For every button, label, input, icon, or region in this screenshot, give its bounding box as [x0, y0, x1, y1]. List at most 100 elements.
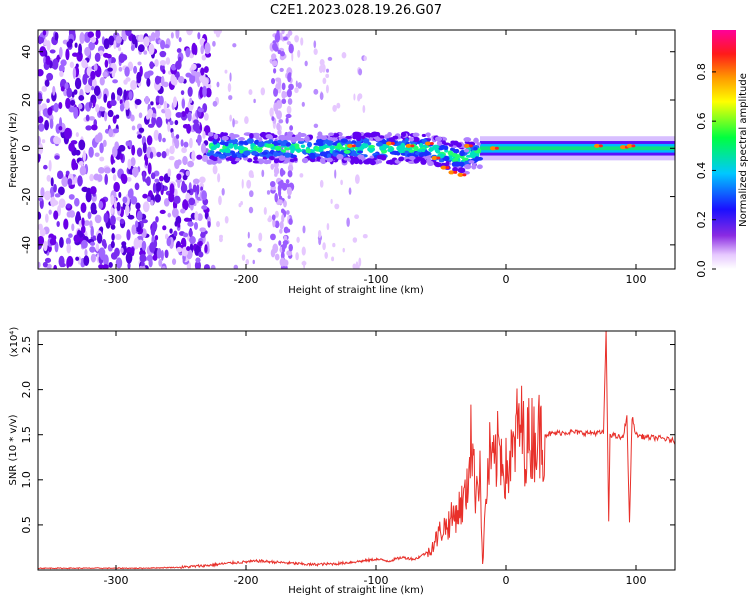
- heatmap-cell: [180, 183, 188, 194]
- heatmap-cell: [252, 259, 255, 265]
- heatmap-cell: [38, 235, 45, 246]
- heatmap-cell: [127, 189, 134, 199]
- heatmap-cell: [85, 125, 92, 131]
- heatmap-cell: [598, 144, 603, 148]
- snr-xtick-label: -200: [234, 574, 259, 587]
- heatmap-cell: [287, 134, 293, 140]
- spectrogram-ytick-label: 0: [20, 145, 33, 152]
- heatmap-cell: [116, 201, 121, 212]
- heatmap-cell: [110, 224, 116, 230]
- heatmap-cell: [295, 148, 302, 153]
- heatmap-cell: [457, 172, 464, 177]
- heatmap-cell: [167, 121, 171, 132]
- heatmap-cell: [271, 77, 276, 85]
- heatmap-cell: [65, 170, 70, 176]
- heatmap-cell: [146, 77, 151, 87]
- heatmap-cell: [215, 30, 221, 38]
- heatmap-cell: [115, 114, 120, 119]
- heatmap-cell: [305, 148, 311, 154]
- heatmap-cell: [203, 112, 209, 121]
- heatmap-cell: [271, 53, 277, 60]
- heatmap-cell: [99, 156, 105, 162]
- heatmap-cell: [404, 137, 409, 143]
- heatmap-cell: [79, 165, 87, 176]
- heatmap-cell: [143, 50, 148, 55]
- heatmap-cell: [130, 44, 135, 52]
- heatmap-cell: [130, 80, 138, 91]
- heatmap-cell: [288, 43, 294, 54]
- colorbar-tick-label: 0.6: [695, 112, 708, 130]
- heatmap-cell: [445, 166, 450, 170]
- heatmap-cell: [141, 240, 147, 251]
- heatmap-cell: [147, 123, 155, 128]
- heatmap-cell: [93, 173, 100, 181]
- heatmap-cell: [287, 170, 293, 178]
- heatmap-cell: [46, 174, 51, 182]
- heatmap-cell: [107, 109, 114, 118]
- heatmap-cell: [180, 139, 184, 147]
- heatmap-cell: [161, 265, 166, 269]
- heatmap-cell: [185, 107, 190, 115]
- heatmap-cell: [279, 257, 286, 267]
- heatmap-cell: [142, 171, 146, 182]
- heatmap-cell: [319, 153, 326, 157]
- heatmap-cell: [224, 69, 228, 74]
- heatmap-cell: [217, 173, 221, 183]
- heatmap-cell: [46, 40, 51, 51]
- heatmap-cell: [313, 48, 318, 55]
- heatmap-cell: [58, 198, 66, 208]
- heatmap-cell: [277, 181, 284, 186]
- heatmap-cell: [283, 226, 289, 234]
- heatmap-cell: [73, 89, 78, 95]
- heatmap-cell: [77, 175, 83, 187]
- heatmap-cell: [59, 117, 63, 129]
- heatmap-cell: [131, 125, 136, 131]
- heatmap-cell: [154, 178, 160, 183]
- heatmap-cell: [421, 133, 427, 137]
- heatmap-cell: [278, 188, 282, 198]
- heatmap-cell: [96, 233, 103, 244]
- heatmap-cell: [284, 147, 291, 151]
- heatmap-cell: [54, 241, 59, 253]
- heatmap-cell: [288, 218, 293, 225]
- heatmap-cell: [124, 66, 130, 77]
- heatmap-cell: [280, 51, 285, 57]
- heatmap-cell: [228, 95, 233, 101]
- heatmap-cell: [375, 141, 383, 147]
- heatmap-cell: [139, 253, 147, 263]
- heatmap-cell: [212, 100, 218, 107]
- heatmap-cell: [324, 251, 328, 259]
- heatmap-cell: [454, 148, 460, 154]
- heatmap-cell: [121, 241, 127, 247]
- heatmap-cell: [181, 147, 187, 154]
- heatmap-cell: [257, 247, 262, 253]
- heatmap-cell: [168, 156, 175, 161]
- heatmap-cell: [193, 221, 198, 230]
- heatmap-cell: [40, 187, 45, 198]
- heatmap-cell: [280, 142, 288, 147]
- heatmap-cell: [162, 225, 167, 231]
- heatmap-cell: [110, 240, 115, 249]
- heatmap-cell: [57, 186, 65, 196]
- heatmap-cell: [436, 156, 441, 160]
- heatmap-cell: [74, 42, 78, 48]
- heatmap-cell: [38, 116, 44, 124]
- heatmap-cell: [315, 138, 324, 144]
- heatmap-cell: [103, 167, 111, 174]
- heatmap-cell: [285, 113, 292, 119]
- heatmap-cell: [313, 40, 317, 49]
- heatmap-cell: [173, 230, 178, 237]
- heatmap-cell: [209, 150, 215, 154]
- heatmap-cell: [301, 260, 307, 266]
- heatmap-cell: [369, 155, 375, 159]
- heatmap-cell: [41, 139, 46, 144]
- heatmap-cell: [99, 77, 105, 86]
- heatmap-cell: [115, 35, 122, 44]
- heatmap-cell: [44, 119, 49, 131]
- heatmap-cell: [171, 131, 175, 139]
- heatmap-cell: [162, 69, 166, 75]
- heatmap-cell: [258, 232, 263, 242]
- heatmap-cell: [207, 136, 213, 142]
- heatmap-cell: [594, 143, 600, 148]
- heatmap-cell: [276, 122, 281, 131]
